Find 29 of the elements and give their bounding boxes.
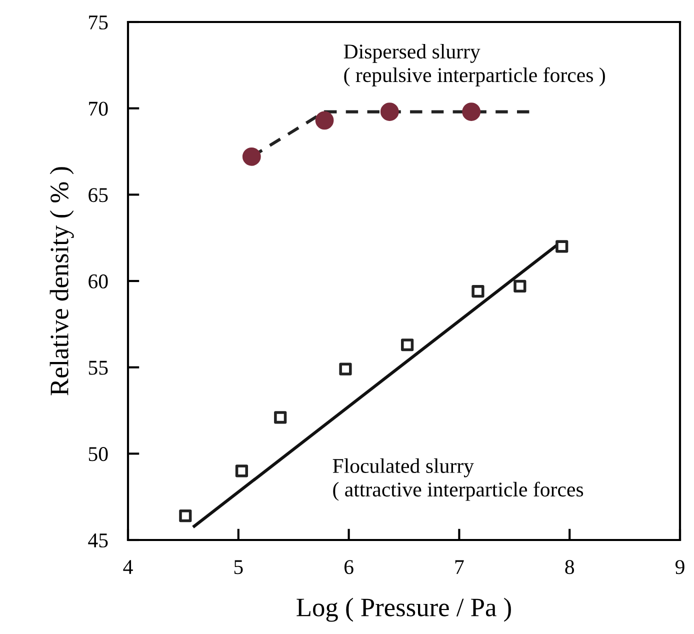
x-tick-label: 4 (123, 560, 133, 574)
y-tick-label: 70 (89, 102, 108, 116)
y-tick-label: 50 (88, 447, 108, 462)
point (380, 102, 399, 121)
y-tick-label: 60 (88, 274, 108, 288)
y-tick-label: 65 (88, 188, 108, 202)
x-tick-label: 6 (344, 560, 354, 574)
point (315, 111, 334, 130)
x-tick-label: 5 (234, 560, 243, 574)
y-tick-label: 75 (89, 16, 108, 30)
y-tick-label: 55 (88, 360, 108, 375)
point (274, 411, 287, 424)
point (242, 147, 261, 166)
point (462, 102, 481, 121)
x-tick-label: 7 (455, 560, 464, 574)
point (179, 510, 192, 522)
x-tick-label: 9 (675, 560, 684, 574)
annotation: Dispersed slurry ( repulsive interparticle forces ) (344, 44, 605, 86)
y-tick-label: 45 (88, 534, 108, 548)
point (235, 464, 248, 478)
x-axis-title: Log ( Pressure / Pa ) (296, 598, 511, 622)
point (401, 338, 414, 352)
annotation: Floculated slurry ( attractive interparticle forces (332, 458, 584, 501)
point (472, 285, 484, 298)
x-tick-label: 8 (565, 560, 574, 574)
y-axis-title: Relative density ( % ) (50, 167, 74, 396)
point (339, 362, 352, 376)
point (556, 240, 568, 253)
point (514, 280, 526, 292)
